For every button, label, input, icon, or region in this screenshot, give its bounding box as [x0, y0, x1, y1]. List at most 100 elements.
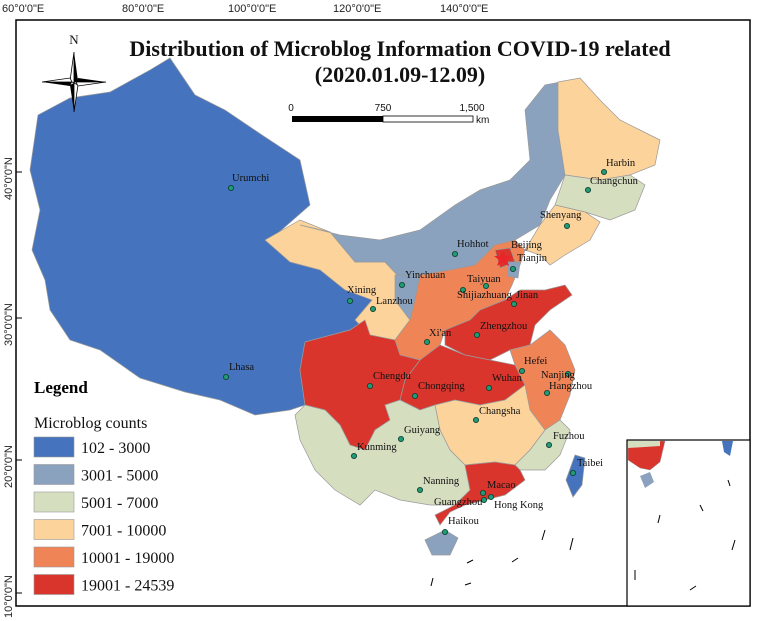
city-label: Guangzhou — [434, 497, 483, 508]
city-dot-icon — [227, 184, 234, 191]
city-dot-icon — [485, 384, 492, 391]
scale-label-1500: 1,500 — [459, 103, 484, 114]
city-marker: Xining — [346, 285, 377, 304]
city-marker: Xi'an — [423, 328, 452, 345]
city-label: Xining — [347, 285, 377, 296]
legend: Legend Microblog counts 102 - 3000 3001 -… — [33, 378, 174, 595]
city-marker: Jinan — [510, 290, 539, 307]
city-marker: Macao — [479, 480, 516, 496]
city-dot-icon — [441, 529, 448, 536]
city-marker: Urumchi — [227, 173, 269, 191]
lon-label-60: 60°0'0"E — [2, 3, 44, 15]
lon-label-100: 100°0'0"E — [228, 3, 276, 15]
city-marker: Harbin — [601, 158, 636, 175]
city-marker: Chengdu — [366, 371, 412, 389]
city-marker: Lhasa — [222, 362, 254, 380]
city-marker: Changsha — [472, 406, 521, 423]
city-label: Fuzhou — [553, 431, 585, 442]
legend-swatch — [33, 574, 75, 595]
lon-label-120: 120°0'0"E — [333, 3, 381, 15]
city-marker: Guiyang — [397, 425, 441, 442]
city-label: Beijing — [511, 240, 543, 251]
legend-swatch — [33, 464, 75, 485]
city-marker: Hong Kong — [487, 493, 544, 511]
city-label: Shijiazhuang — [457, 290, 513, 301]
city-label: Tianjin — [517, 253, 548, 264]
city-label: Taibei — [577, 458, 603, 469]
city-marker: Lanzhou — [369, 296, 413, 312]
scale-label-750: 750 — [375, 103, 392, 114]
city-dot-icon — [366, 382, 373, 389]
legend-swatch — [33, 491, 75, 513]
city-label: Lanzhou — [376, 296, 413, 307]
city-dot-icon — [472, 416, 479, 423]
city-dot-icon — [397, 435, 404, 442]
city-dot-icon — [222, 373, 229, 380]
legend-label: 3001 - 5000 — [81, 468, 158, 485]
scale-label-0: 0 — [288, 103, 294, 114]
china-provinces — [29, 57, 661, 556]
city-label: Urumchi — [232, 173, 269, 184]
city-dot-icon — [369, 305, 376, 312]
city-dot-icon — [398, 281, 405, 288]
city-dot-icon — [565, 370, 572, 377]
lat-label-20: 20°0'0"N — [3, 445, 15, 488]
legend-label: 5001 - 7000 — [81, 495, 158, 512]
city-marker: Hohhot — [451, 239, 489, 257]
city-dot-icon — [564, 222, 571, 229]
city-marker: Nanjing — [541, 370, 576, 381]
city-dot-icon — [519, 367, 526, 374]
legend-heading: Legend — [34, 378, 88, 397]
north-label: N — [69, 32, 79, 47]
legend-swatch — [33, 436, 75, 458]
city-marker: Kunming — [350, 442, 397, 459]
scale-bar: 0 750 1,500 km — [288, 103, 489, 126]
city-dot-icon — [480, 496, 487, 503]
city-label: Macao — [487, 480, 516, 491]
city-marker: Wuhan — [485, 373, 523, 391]
scale-unit: km — [476, 115, 489, 126]
city-label: Nanjing — [541, 370, 576, 381]
lat-label-40: 40°0'0"N — [3, 157, 15, 200]
city-label: Wuhan — [492, 373, 523, 384]
lon-label-80: 80°0'0"E — [122, 3, 164, 15]
city-dot-icon — [585, 186, 592, 193]
legend-label: 19001 - 24539 — [81, 578, 174, 595]
city-label: Harbin — [606, 158, 636, 169]
city-label: Hong Kong — [494, 500, 544, 511]
latitude-labels: 40°0'0"N 30°0'0"N 20°0'0"N 10°0'0"N — [3, 157, 22, 618]
city-dot-icon — [509, 265, 516, 272]
legend-swatch — [33, 546, 75, 568]
city-label: Hefei — [524, 356, 547, 367]
city-dot-icon — [459, 286, 466, 293]
city-dot-icon — [487, 493, 494, 500]
city-marker: Hefei — [519, 356, 547, 374]
city-label: Jinan — [516, 290, 539, 301]
city-label: Chongqing — [418, 381, 465, 392]
city-marker: Chongqing — [411, 381, 465, 399]
legend-label: 7001 - 10000 — [81, 523, 166, 540]
city-label: Nanning — [423, 476, 460, 487]
city-label: Guiyang — [404, 425, 441, 436]
city-dot-icon — [479, 489, 486, 496]
city-label: Zhengzhou — [480, 321, 528, 332]
city-dot-icon — [546, 441, 553, 448]
lat-label-30: 30°0'0"N — [3, 303, 15, 346]
city-dot-icon — [451, 250, 458, 257]
city-marker: Guangzhou — [434, 496, 487, 508]
city-marker: Changchun — [585, 176, 639, 193]
city-label: Hangzhou — [549, 381, 593, 392]
city-dot-icon — [544, 389, 551, 396]
city-dot-icon — [423, 338, 430, 345]
city-label: Shenyang — [540, 210, 582, 221]
map-title: Distribution of Microblog Information CO… — [129, 36, 670, 61]
capital-star-icon — [494, 250, 512, 266]
city-markers: Urumchi Harbin Changchun Shenyang Hohhot Beij… — [222, 158, 639, 536]
city-marker: Nanning — [416, 476, 460, 493]
city-label: Lhasa — [229, 362, 254, 373]
legend-label: 10001 - 19000 — [81, 550, 174, 567]
legend-subheading: Microblog counts — [34, 415, 147, 432]
city-marker: Shenyang — [540, 210, 582, 229]
city-marker: Shijiazhuang — [457, 286, 513, 301]
region-liaoning — [524, 204, 601, 266]
